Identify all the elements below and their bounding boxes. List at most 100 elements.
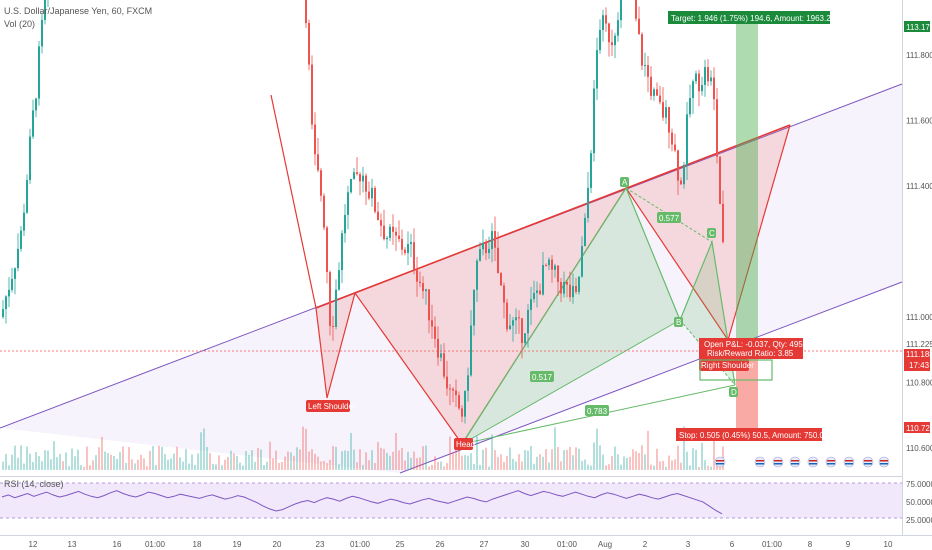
volume-bar	[143, 458, 145, 470]
volume-bar	[245, 451, 247, 470]
svg-text:C: C	[709, 229, 715, 238]
candle-body	[608, 23, 610, 43]
candle-body	[674, 144, 676, 151]
svg-text:Right Shoulder: Right Shoulder	[701, 361, 754, 370]
point-d-label[interactable]: D	[729, 387, 738, 397]
event-flag-icon[interactable]	[807, 456, 819, 468]
volume-bar	[467, 455, 469, 470]
volume-bar	[683, 426, 685, 470]
volume-bar	[434, 456, 436, 470]
stop-box[interactable]: Stop: 0.505 (0.45%) 50.5, Amount: 750.03	[676, 428, 829, 441]
time-tick: 19	[233, 540, 242, 549]
ratio-577-label[interactable]: 0.577	[657, 212, 681, 223]
candle-body	[650, 76, 652, 96]
candle-body	[644, 65, 646, 67]
volume-bar	[713, 439, 715, 470]
volume-bar	[65, 452, 67, 470]
volume-bar	[71, 448, 73, 470]
volume-bar	[185, 449, 187, 470]
volume-bar	[692, 448, 694, 470]
volume-bar	[680, 462, 682, 470]
target-zone[interactable]	[736, 18, 758, 352]
volume-bar	[503, 461, 505, 470]
candle-body	[335, 289, 337, 327]
volume-bar	[26, 446, 28, 470]
rsi-label: RSI (14, close)	[4, 479, 64, 489]
target-box[interactable]: Target: 1.946 (1.75%) 194.6, Amount: 196…	[668, 11, 836, 24]
svg-text:A: A	[622, 178, 628, 187]
candle-body	[314, 124, 316, 155]
candle-body	[656, 89, 658, 96]
point-b-label[interactable]: B	[674, 317, 683, 327]
volume-bar	[365, 452, 367, 470]
candle-body	[680, 180, 682, 185]
top-marker-label: 113.171	[906, 23, 932, 32]
volume-bar	[332, 446, 334, 470]
time-tick: 20	[273, 540, 282, 549]
event-flag-icon[interactable]	[878, 456, 890, 468]
price-tick: 110.800	[906, 379, 932, 388]
event-flag-icon[interactable]	[862, 456, 874, 468]
candle-body	[452, 388, 454, 391]
volume-bar	[32, 462, 34, 470]
volume-bar	[698, 466, 700, 470]
candle-body	[617, 20, 619, 36]
point-a-label[interactable]: A	[620, 177, 629, 187]
candle-body	[593, 88, 595, 154]
volume-bar	[512, 458, 514, 470]
stop-zone[interactable]	[736, 352, 758, 436]
volume-bar	[560, 461, 562, 470]
event-flag-icon[interactable]	[714, 456, 726, 468]
candle-body	[638, 18, 640, 35]
ratio-783-label[interactable]: 0.783	[585, 405, 609, 416]
left-shoulder-label[interactable]: Left Shoulder	[306, 400, 356, 412]
right-shoulder-zone[interactable]	[699, 359, 773, 381]
candle-body	[464, 390, 466, 417]
hs-outline	[270, 94, 791, 446]
candle-body	[722, 203, 724, 243]
event-flag-icon[interactable]	[789, 456, 801, 468]
candle-body	[488, 248, 490, 254]
candle-body	[446, 376, 448, 389]
svg-text:0.783: 0.783	[587, 407, 608, 416]
head-label[interactable]: Head	[454, 438, 475, 450]
candle-body	[554, 265, 556, 270]
price-axis[interactable]: 113.171 111.225 111.188 17:43 110.720 75…	[904, 0, 932, 525]
candle-body	[341, 233, 343, 271]
volume-bar	[629, 456, 631, 470]
candle-body	[686, 114, 688, 165]
ratio-517-label[interactable]: 0.517	[530, 371, 554, 382]
volume-bar	[62, 461, 64, 470]
volume-bar	[554, 427, 556, 470]
candle-body	[323, 195, 325, 228]
event-flag-icon[interactable]	[772, 456, 784, 468]
position-info-box[interactable]: Open P&L: -0.037, Qty: 495 Risk/Reward R…	[699, 338, 803, 359]
event-flag-icon[interactable]	[843, 456, 855, 468]
volume-bar	[95, 455, 97, 470]
time-tick: 3	[686, 540, 691, 549]
rsi-tick-75: 75.0000	[906, 480, 932, 489]
candle-body	[23, 212, 25, 231]
volume-bar	[83, 466, 85, 470]
candle-body	[377, 211, 379, 221]
volume-bar	[167, 459, 169, 470]
candle-body	[515, 317, 517, 321]
event-flag-icon[interactable]	[825, 456, 837, 468]
economic-events-row[interactable]	[714, 456, 890, 468]
time-axis[interactable]: 12 13 16 01:00 18 19 20 23 01:00 25 26 27 30 01:00 Aug…	[29, 540, 893, 549]
volume-bar	[428, 466, 430, 470]
candle-body	[527, 309, 529, 334]
head-and-shoulders-pattern[interactable]	[270, 94, 791, 446]
point-c-label[interactable]: C	[707, 228, 716, 238]
volume-bar	[443, 466, 445, 470]
right-shoulder-label[interactable]: Right Shoulder	[699, 359, 754, 371]
volume-bar	[299, 449, 301, 470]
volume-bar	[116, 458, 118, 470]
event-flag-icon[interactable]	[754, 456, 766, 468]
volume-bar	[707, 465, 709, 470]
volume-bar	[308, 451, 310, 470]
volume-bar	[2, 461, 4, 470]
volume-bar	[119, 452, 121, 470]
volume-bar	[161, 446, 163, 470]
